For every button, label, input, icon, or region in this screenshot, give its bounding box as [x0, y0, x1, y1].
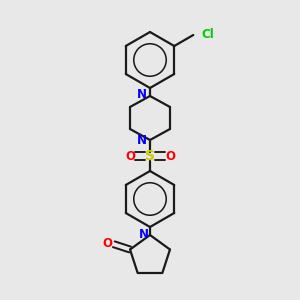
Text: S: S [145, 149, 155, 163]
Text: N: N [137, 134, 147, 148]
Text: Cl: Cl [201, 28, 214, 41]
Text: N: N [139, 227, 149, 241]
Text: N: N [137, 88, 147, 101]
Text: O: O [103, 237, 113, 250]
Text: O: O [165, 149, 175, 163]
Text: O: O [125, 149, 135, 163]
